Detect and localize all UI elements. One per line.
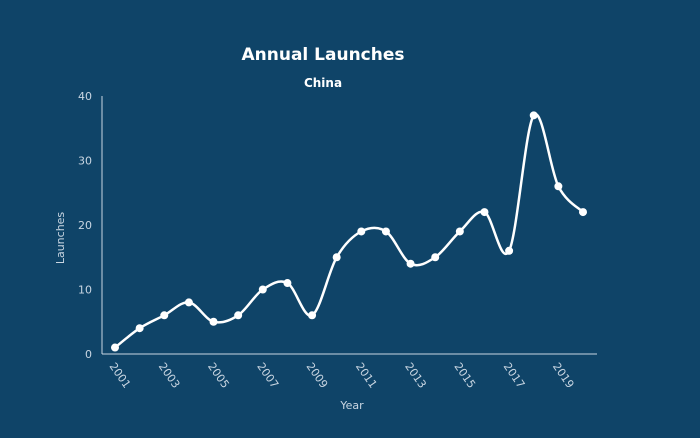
x-tick-label: 2003 bbox=[156, 360, 183, 390]
chart-title: Annual Launches bbox=[241, 45, 404, 65]
x-tick-label: 2011 bbox=[353, 360, 380, 390]
y-axis-label: Launches bbox=[54, 212, 67, 265]
series-group bbox=[111, 111, 587, 352]
data-point-2005 bbox=[209, 317, 218, 326]
data-point-2006 bbox=[234, 311, 243, 320]
y-axis-ticks: 0 10 20 30 40 bbox=[78, 90, 92, 361]
x-tick-label: 2005 bbox=[205, 360, 232, 390]
chart-subtitle: China bbox=[304, 76, 342, 90]
x-axis-ticks: 2001 2003 2005 2007 2009 2011 2013 2015 2017 2019 bbox=[107, 360, 577, 390]
data-point-2011 bbox=[357, 227, 366, 236]
data-point-2001 bbox=[111, 343, 119, 352]
x-tick-label: 2007 bbox=[254, 360, 281, 390]
data-point-2020 bbox=[579, 208, 587, 217]
data-point-2003 bbox=[160, 311, 169, 320]
x-tick-label: 2019 bbox=[550, 360, 577, 390]
series-line bbox=[113, 113, 585, 349]
x-tick-label: 2001 bbox=[107, 360, 134, 390]
x-tick-label: 2017 bbox=[501, 360, 528, 390]
data-point-2018 bbox=[529, 111, 538, 120]
x-tick-label: 2009 bbox=[304, 360, 331, 390]
data-point-2002 bbox=[135, 324, 144, 333]
data-point-2016 bbox=[480, 208, 489, 217]
y-tick-label: 0 bbox=[85, 348, 92, 361]
y-tick-label: 40 bbox=[78, 90, 92, 103]
data-point-2008 bbox=[283, 279, 292, 288]
y-tick-label: 10 bbox=[78, 284, 92, 297]
data-point-2004 bbox=[184, 298, 193, 307]
data-point-2013 bbox=[406, 259, 415, 268]
data-point-2010 bbox=[332, 253, 341, 262]
data-point-2014 bbox=[431, 253, 440, 262]
data-point-2015 bbox=[455, 227, 464, 236]
x-axis-label: Year bbox=[339, 399, 364, 412]
y-tick-label: 20 bbox=[78, 219, 92, 232]
y-tick-label: 30 bbox=[78, 155, 92, 168]
data-point-2019 bbox=[554, 182, 563, 191]
data-point-2007 bbox=[258, 285, 267, 294]
data-point-2012 bbox=[381, 227, 390, 236]
data-point-2009 bbox=[308, 311, 317, 320]
x-tick-label: 2013 bbox=[402, 360, 429, 390]
data-point-2017 bbox=[505, 246, 514, 255]
x-tick-label: 2015 bbox=[451, 360, 478, 390]
